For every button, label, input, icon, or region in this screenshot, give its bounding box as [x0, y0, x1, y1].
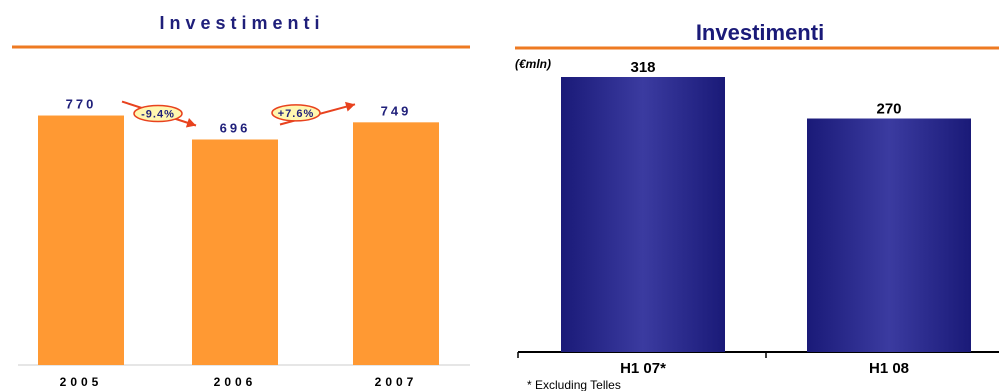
bar-2007	[353, 122, 439, 365]
value-label: 749	[381, 103, 412, 118]
change-label: -9.4%	[141, 109, 175, 121]
category-label: 2005	[60, 375, 103, 389]
change-badge	[271, 104, 321, 122]
right-chart-panel: Investimenti (€mln) 318 H1 07* 270 H1 08 * …	[510, 0, 999, 391]
bar-H1-07	[561, 77, 725, 352]
footnote: * Excluding Telles	[527, 378, 621, 391]
bar-2005	[38, 115, 124, 366]
change-label: +7.6%	[278, 108, 315, 120]
arrowhead-icon	[185, 117, 196, 128]
category-label: 2007	[375, 375, 418, 389]
value-label: 318	[630, 59, 655, 76]
arrowhead-icon	[345, 101, 355, 112]
right-chart: Investimenti (€mln) 318 H1 07* 270 H1 08 * …	[515, 20, 999, 391]
bar-H1-08	[807, 118, 971, 353]
category-label: H1 07*	[620, 360, 666, 377]
value-label: 696	[220, 120, 251, 135]
value-label: 270	[876, 101, 901, 118]
chart-title: Investimenti	[696, 20, 824, 45]
left-chart: Investimenti 770 2005 696 2006 749 2007 -9.4%…	[12, 13, 470, 389]
chart-title: Investimenti	[159, 13, 324, 33]
value-label: 770	[66, 97, 97, 112]
category-label: H1 08	[869, 360, 909, 377]
change-badge	[133, 104, 183, 123]
bar-2006	[192, 139, 278, 365]
unit-label: (€mln)	[515, 57, 551, 71]
category-label: 2006	[214, 375, 257, 389]
left-chart-panel: Investimenti 770 2005 696 2006 749 2007 -9.4%…	[0, 0, 480, 391]
